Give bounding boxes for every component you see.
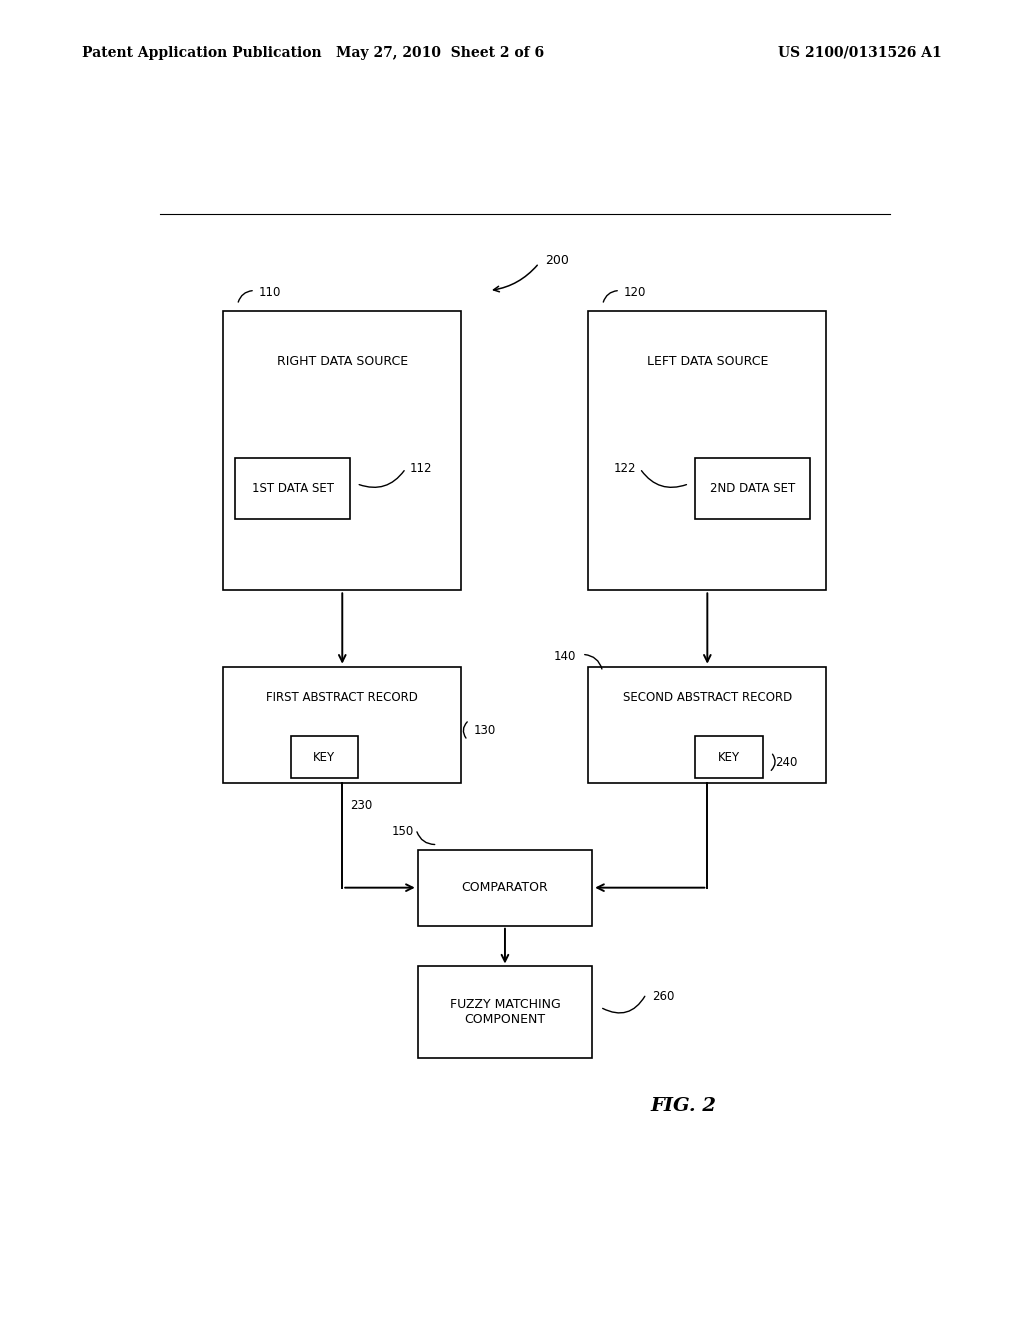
Bar [223,667,461,784]
Text: 150: 150 [391,825,414,838]
Text: KEY: KEY [718,751,740,763]
Bar [418,850,592,925]
Bar [223,312,461,590]
Bar [291,735,358,779]
Text: 240: 240 [775,755,797,768]
Text: 1ST DATA SET: 1ST DATA SET [252,482,334,495]
Bar [588,667,826,784]
Text: FIRST ABSTRACT RECORD: FIRST ABSTRACT RECORD [266,690,418,704]
Text: 120: 120 [624,286,646,300]
Bar [695,735,763,779]
Text: Patent Application Publication: Patent Application Publication [82,46,322,59]
Text: RIGHT DATA SOURCE: RIGHT DATA SOURCE [276,355,408,368]
Bar [588,312,826,590]
Text: 200: 200 [545,253,568,267]
Bar [236,458,350,519]
Text: FUZZY MATCHING
COMPONENT: FUZZY MATCHING COMPONENT [450,998,560,1026]
Text: 110: 110 [259,286,282,300]
Text: LEFT DATA SOURCE: LEFT DATA SOURCE [646,355,768,368]
Text: 260: 260 [651,990,674,1003]
Bar [418,966,592,1057]
Text: COMPARATOR: COMPARATOR [462,882,548,894]
Text: SECOND ABSTRACT RECORD: SECOND ABSTRACT RECORD [623,690,792,704]
Text: KEY: KEY [313,751,336,763]
Text: 140: 140 [554,649,577,663]
Text: 130: 130 [473,723,496,737]
Bar [695,458,811,519]
Text: US 2100/0131526 A1: US 2100/0131526 A1 [778,46,942,59]
Text: 2ND DATA SET: 2ND DATA SET [711,482,796,495]
Text: FIG. 2: FIG. 2 [650,1097,717,1114]
Text: May 27, 2010  Sheet 2 of 6: May 27, 2010 Sheet 2 of 6 [336,46,545,59]
Text: 122: 122 [613,462,636,475]
Text: 112: 112 [410,462,432,475]
Text: 230: 230 [350,800,373,812]
